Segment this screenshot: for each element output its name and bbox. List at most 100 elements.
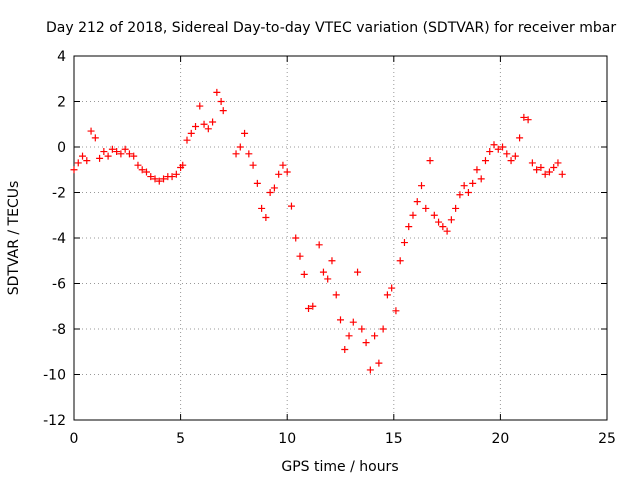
data-point <box>142 168 150 176</box>
data-point <box>104 152 112 160</box>
data-point <box>520 113 528 121</box>
data-point <box>232 150 240 158</box>
data-point <box>134 161 142 169</box>
data-point <box>409 211 417 219</box>
data-point <box>422 204 430 212</box>
data-point <box>179 161 187 169</box>
data-point <box>558 170 566 178</box>
data-point <box>511 152 519 160</box>
data-point <box>100 148 108 156</box>
data-point <box>117 150 125 158</box>
data-point <box>183 136 191 144</box>
data-point <box>332 291 340 299</box>
data-point <box>477 175 485 183</box>
x-tick-label: 20 <box>491 431 509 447</box>
y-tick-label: -8 <box>52 322 66 338</box>
data-point <box>528 159 536 167</box>
data-point <box>87 127 95 135</box>
data-point <box>151 175 159 183</box>
data-point <box>219 107 227 115</box>
data-point <box>108 145 116 153</box>
data-point <box>524 116 532 124</box>
data-point <box>121 145 129 153</box>
data-point <box>249 161 257 169</box>
data-point <box>516 134 524 142</box>
data-point <box>545 168 553 176</box>
data-point <box>490 141 498 149</box>
data-point <box>452 204 460 212</box>
y-tick-label: -12 <box>43 413 66 429</box>
data-point <box>258 204 266 212</box>
data-point <box>287 202 295 210</box>
data-point <box>464 189 472 196</box>
data-point <box>130 152 138 160</box>
data-point <box>204 125 212 133</box>
data-point <box>160 175 168 183</box>
data-point <box>236 143 244 151</box>
data-point <box>537 163 545 171</box>
data-point <box>200 120 208 128</box>
data-point <box>79 152 87 160</box>
data-point <box>262 214 270 222</box>
data-point <box>362 339 370 347</box>
data-point <box>91 134 99 142</box>
data-point <box>486 148 494 156</box>
data-point <box>270 184 278 192</box>
grid-lines <box>74 56 607 420</box>
data-point <box>341 345 349 353</box>
data-point <box>125 150 133 158</box>
data-point <box>147 173 155 181</box>
data-point <box>443 227 451 235</box>
data-point <box>83 157 91 165</box>
data-point <box>392 307 400 315</box>
data-point <box>379 325 387 333</box>
data-point <box>172 170 180 178</box>
data-point <box>155 177 163 185</box>
data-point <box>494 145 502 153</box>
y-tick-label: 0 <box>57 140 66 156</box>
data-point <box>358 325 366 333</box>
x-tick-label: 25 <box>598 431 616 447</box>
data-point <box>217 98 225 105</box>
data-point <box>319 268 327 276</box>
data-point <box>209 118 217 126</box>
y-axis-label: SDTVAR / TECUs <box>6 181 22 296</box>
data-point <box>74 159 82 167</box>
data-point <box>435 218 443 226</box>
data-point <box>345 332 353 340</box>
data-point <box>371 332 379 340</box>
x-tick-label: 5 <box>176 431 185 447</box>
data-point <box>383 291 391 299</box>
data-point <box>550 163 558 171</box>
data-point <box>283 168 291 176</box>
data-point <box>541 170 549 178</box>
data-point <box>324 275 332 283</box>
data-point <box>430 211 438 219</box>
data-point <box>469 179 477 187</box>
x-tick-label: 15 <box>385 431 403 447</box>
data-point <box>309 302 317 310</box>
chart-title: Day 212 of 2018, Sidereal Day-to-day VTE… <box>46 20 616 36</box>
y-tick-label: 4 <box>57 49 66 65</box>
data-point <box>305 305 313 313</box>
data-point <box>400 239 408 247</box>
data-point <box>70 166 78 174</box>
y-tick-label: -6 <box>52 277 66 293</box>
data-point <box>481 157 489 165</box>
data-point <box>315 241 323 249</box>
y-tick-label: 2 <box>57 95 66 111</box>
data-point <box>439 223 447 231</box>
data-point <box>279 161 287 169</box>
data-point <box>418 182 426 190</box>
data-series <box>70 88 566 374</box>
data-point <box>533 166 541 174</box>
data-point <box>554 159 562 167</box>
data-point <box>113 148 121 156</box>
data-point <box>245 150 253 158</box>
data-point <box>396 257 404 265</box>
y-tick-label: -4 <box>52 231 66 247</box>
data-point <box>503 150 511 158</box>
x-tick-label: 10 <box>278 431 296 447</box>
